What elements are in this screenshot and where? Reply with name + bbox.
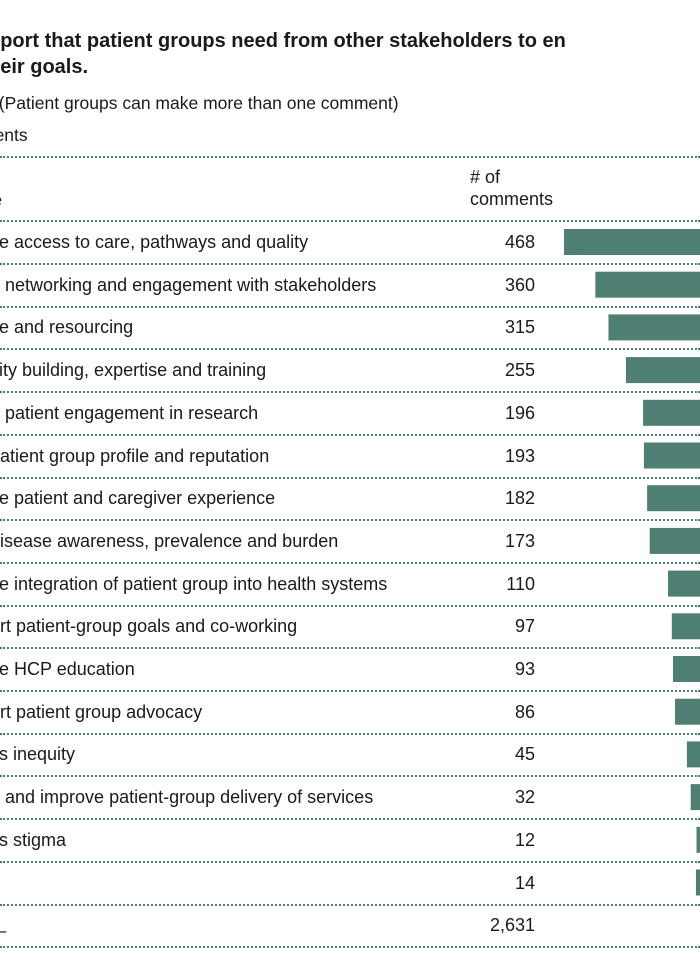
- row-divider: [0, 156, 700, 158]
- count-label: 110: [506, 573, 535, 594]
- chart-title: pport that patient groups need from othe…: [0, 28, 566, 80]
- bar: [668, 570, 700, 597]
- count-label: 32: [514, 787, 535, 808]
- category-label: city building, expertise and training: [0, 360, 267, 381]
- count-label: 14: [514, 872, 535, 893]
- category-label: e and improve patient-group delivery of …: [0, 787, 374, 808]
- bar: [608, 314, 700, 341]
- bar: [643, 399, 700, 426]
- count-label: 360: [504, 274, 535, 295]
- bar: [690, 784, 700, 811]
- bar: [675, 698, 700, 725]
- category-label: ss stigma: [0, 829, 67, 850]
- category-label: ort patient group advocacy: [0, 701, 203, 722]
- bar: [649, 527, 700, 554]
- chart-subtitle: gh to low. (Patient groups can make more…: [0, 93, 399, 113]
- row-divider: [0, 263, 700, 265]
- bar: [564, 229, 700, 255]
- row-divider: [0, 904, 700, 906]
- total-count: 2,631: [489, 915, 535, 936]
- bar: [672, 656, 700, 682]
- count-label: 182: [504, 488, 535, 509]
- row-divider: [0, 477, 700, 479]
- category-label: ve access to care, pathways and quality: [0, 232, 309, 252]
- count-label: 468: [504, 232, 535, 252]
- count-label: 86: [514, 701, 535, 722]
- count-label: 12: [514, 829, 535, 850]
- count-label: 93: [514, 659, 535, 679]
- category-label: ve HCP education: [0, 659, 135, 679]
- category-label: ve patient and caregiver experience: [0, 488, 276, 509]
- row-divider: [0, 733, 700, 735]
- count-label: 45: [514, 744, 535, 765]
- row-divider: [0, 861, 700, 863]
- chart-subtitle-2: ments: [0, 125, 28, 145]
- bar: [696, 826, 700, 853]
- row-divider: [0, 818, 700, 820]
- category-label: patient group profile and reputation: [0, 445, 270, 466]
- category-label: disease awareness, prevalence and burden: [0, 530, 339, 551]
- total-label: _: [0, 912, 6, 934]
- row-divider: [0, 946, 700, 948]
- column-header-count-line-1: # of: [470, 167, 501, 187]
- row-divider: [0, 348, 700, 350]
- category-label: ss inequity: [0, 744, 76, 765]
- column-header-count: # of comments: [470, 166, 553, 210]
- bar: [625, 357, 700, 384]
- bar: [647, 485, 700, 512]
- chart-title-line-2: heir goals.: [0, 56, 89, 78]
- count-label: 193: [504, 445, 535, 466]
- count-label: 315: [504, 317, 535, 338]
- bar: [643, 442, 700, 469]
- row-divider: [0, 434, 700, 436]
- row-divider: [0, 391, 700, 393]
- chart-title-line-1: pport that patient groups need from othe…: [0, 30, 566, 52]
- category-label: ve integration of patient group into hea…: [0, 573, 388, 594]
- row-divider: [0, 562, 700, 564]
- category-label: ort patient-group goals and co-working: [0, 616, 298, 637]
- bar: [595, 271, 700, 298]
- bar: [686, 741, 700, 768]
- category-label: e networking and engagement with stakeho…: [0, 274, 377, 295]
- row-divider: [0, 519, 700, 521]
- row-divider: [0, 775, 700, 777]
- column-header-count-line-2: comments: [470, 189, 554, 209]
- column-header-category: e: [0, 189, 2, 211]
- count-label: 173: [504, 530, 535, 551]
- count-label: 196: [504, 402, 535, 423]
- category-label: e patient engagement in research: [0, 402, 259, 423]
- row-divider: [0, 306, 700, 308]
- row-divider: [0, 647, 700, 649]
- row-divider: [0, 690, 700, 692]
- bar: [671, 613, 700, 640]
- count-label: 97: [514, 616, 535, 637]
- count-label: 255: [504, 360, 535, 381]
- category-label: ce and resourcing: [0, 317, 134, 338]
- bar: [695, 869, 700, 896]
- row-divider: [0, 605, 700, 607]
- row-divider: [0, 220, 700, 222]
